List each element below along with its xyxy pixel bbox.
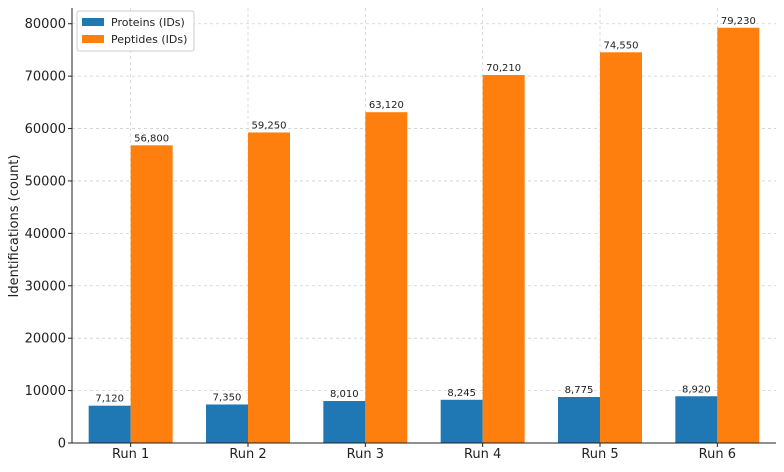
bar-peptides <box>365 112 408 443</box>
x-tick-label: Run 3 <box>347 447 384 462</box>
data-label: 8,245 <box>447 388 476 399</box>
bar-proteins <box>440 399 483 443</box>
legend: Proteins (IDs) Peptides (IDs) <box>76 10 195 52</box>
bar-peptides <box>717 27 760 444</box>
y-tick-label: 20000 <box>25 332 66 347</box>
y-tick-label: 10000 <box>25 384 66 399</box>
bar-peptides <box>248 132 290 443</box>
data-label: 56,800 <box>134 133 169 144</box>
bar-proteins <box>206 404 248 443</box>
data-label: 79,230 <box>721 16 756 27</box>
bar-proteins <box>675 396 718 443</box>
legend-swatch-proteins <box>82 18 104 26</box>
y-tick-label: 70000 <box>25 70 66 85</box>
bar-peptides <box>130 145 173 444</box>
grid-lines <box>72 8 776 444</box>
legend-label-proteins: Proteins (IDs) <box>111 16 185 29</box>
data-label: 8,920 <box>682 384 711 395</box>
data-label: 59,250 <box>252 120 287 131</box>
data-label: 8,775 <box>565 385 594 396</box>
data-label: 7,120 <box>95 394 124 405</box>
legend-label-peptides: Peptides (IDs) <box>111 33 187 46</box>
legend-box <box>76 10 195 52</box>
bar-proteins <box>88 405 131 443</box>
data-label: 63,120 <box>369 100 404 111</box>
x-tick-label: Run 6 <box>699 447 736 462</box>
x-tick-label: Run 5 <box>581 447 618 462</box>
y-tick-label: 30000 <box>25 279 66 294</box>
bar-peptides <box>482 75 525 444</box>
y-tick-label: 40000 <box>25 227 66 242</box>
y-tick-label: 60000 <box>25 122 66 137</box>
data-label: 70,210 <box>486 63 521 74</box>
bar-proteins <box>558 397 600 443</box>
y-tick-label: 80000 <box>25 17 66 32</box>
y-tick-label: 50000 <box>25 174 66 189</box>
x-tick-label: Run 2 <box>229 447 266 462</box>
y-tick-label: 0 <box>58 437 66 452</box>
legend-swatch-peptides <box>82 35 104 43</box>
bars <box>88 27 760 444</box>
bar-proteins <box>323 401 366 443</box>
x-tick-label: Run 1 <box>112 447 149 462</box>
tick-labels: 0 10000 20000 30000 40000 50000 60000 70000 8000… <box>25 17 736 462</box>
data-label: 7,350 <box>213 392 242 403</box>
bar-peptides <box>600 52 642 444</box>
data-label: 8,010 <box>330 389 359 400</box>
x-tick-label: Run 4 <box>464 447 501 462</box>
y-axis-title: Identifications (count) <box>7 155 22 298</box>
value-labels: 7,120 7,350 8,010 8,245 8,775 8,920 56,800 59,2… <box>95 16 755 405</box>
data-label: 74,550 <box>604 40 639 51</box>
axes <box>71 8 776 444</box>
